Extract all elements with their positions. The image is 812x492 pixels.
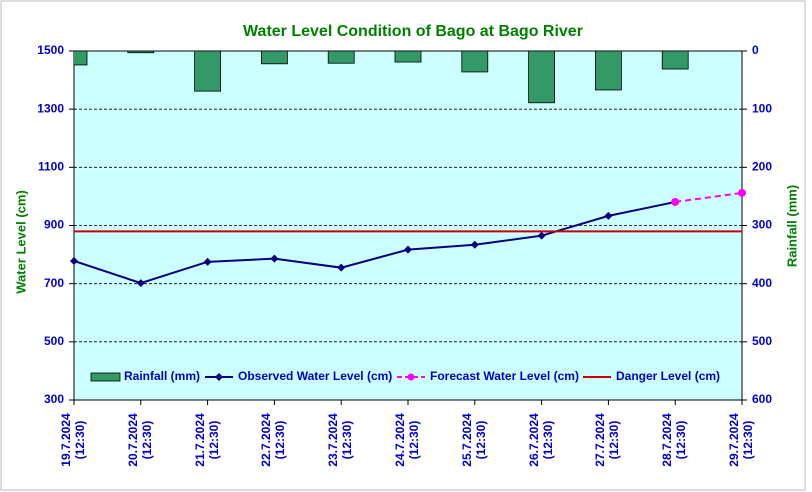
legend-label: Observed Water Level (cm) (238, 369, 392, 383)
y-tick-label: 1500 (37, 43, 64, 57)
y-tick-label: 500 (44, 334, 64, 348)
y2-tick-label: 300 (752, 218, 772, 232)
rainfall-bar (595, 51, 622, 91)
rainfall-bar (260, 51, 288, 65)
y2-tick-label: 600 (752, 392, 772, 406)
x-tick-label: 20.7.2024 (12:30) (125, 413, 154, 467)
point (136, 279, 145, 288)
point (738, 188, 746, 197)
point (671, 197, 680, 206)
legend-marker (215, 373, 223, 381)
x-tick-label: 29.7.2024 (12:30) (727, 413, 755, 467)
point (537, 231, 546, 240)
point (70, 256, 78, 265)
chart-title: Water Level Condition of Bago at Bago Ri… (243, 23, 583, 40)
y2-tick-label: 400 (752, 276, 772, 290)
rainfall-bar (74, 51, 88, 66)
x-tick-label: 28.7.2024 (12:30) (660, 413, 689, 467)
legend-marker (407, 373, 415, 381)
x-tick-label: 27.7.2024 (12:30) (593, 413, 622, 467)
x-tick-label: 23.7.2024 (12:30) (326, 413, 355, 467)
legend-swatch (90, 372, 121, 382)
rainfall-bar (661, 51, 689, 70)
y2-axis-title: Rainfall (mm) (784, 185, 799, 267)
legend-label: Forecast Water Level (cm) (430, 369, 579, 383)
bar-group (74, 51, 689, 104)
rainfall-bar (194, 51, 222, 92)
rainfall-bar (528, 51, 555, 104)
y2-tick-label: 500 (752, 334, 772, 348)
series-line (73, 200, 676, 285)
x-tick-label: 21.7.2024 (12:30) (192, 413, 221, 467)
series-line (675, 191, 743, 203)
legend-label: Danger Level (cm) (616, 369, 720, 383)
y-tick-label: 1100 (38, 160, 64, 174)
y-tick-label: 300 (44, 392, 64, 406)
point (470, 240, 479, 249)
rainfall-bar (394, 51, 422, 63)
y-tick-label: 900 (44, 218, 64, 232)
point (270, 254, 279, 263)
y-tick-label: 700 (44, 276, 64, 290)
point (404, 245, 412, 254)
y-tick-label: 1300 (37, 101, 64, 115)
rainfall-bar (461, 51, 489, 73)
y2-tick-label: 100 (752, 101, 772, 115)
legend-label: Rainfall (mm) (124, 369, 200, 383)
rainfall-bar (327, 51, 355, 64)
point (203, 257, 212, 266)
x-tick-label: 24.7.2024 (12:30) (393, 413, 421, 467)
y2-tick-label: 0 (752, 43, 759, 57)
x-tick-label: 26.7.2024 (12:30) (526, 413, 555, 467)
x-tick-label: 22.7.2024 (12:30) (259, 413, 288, 467)
y-axis-title: Water Level (cm) (13, 190, 28, 294)
rainfall-bar (127, 51, 155, 54)
x-tick-label: 19.7.2024 (12:30) (59, 413, 87, 467)
y2-tick-label: 200 (752, 160, 772, 174)
x-tick-label: 25.7.2024 (12:30) (459, 413, 488, 467)
point (604, 211, 613, 220)
point (337, 263, 346, 272)
